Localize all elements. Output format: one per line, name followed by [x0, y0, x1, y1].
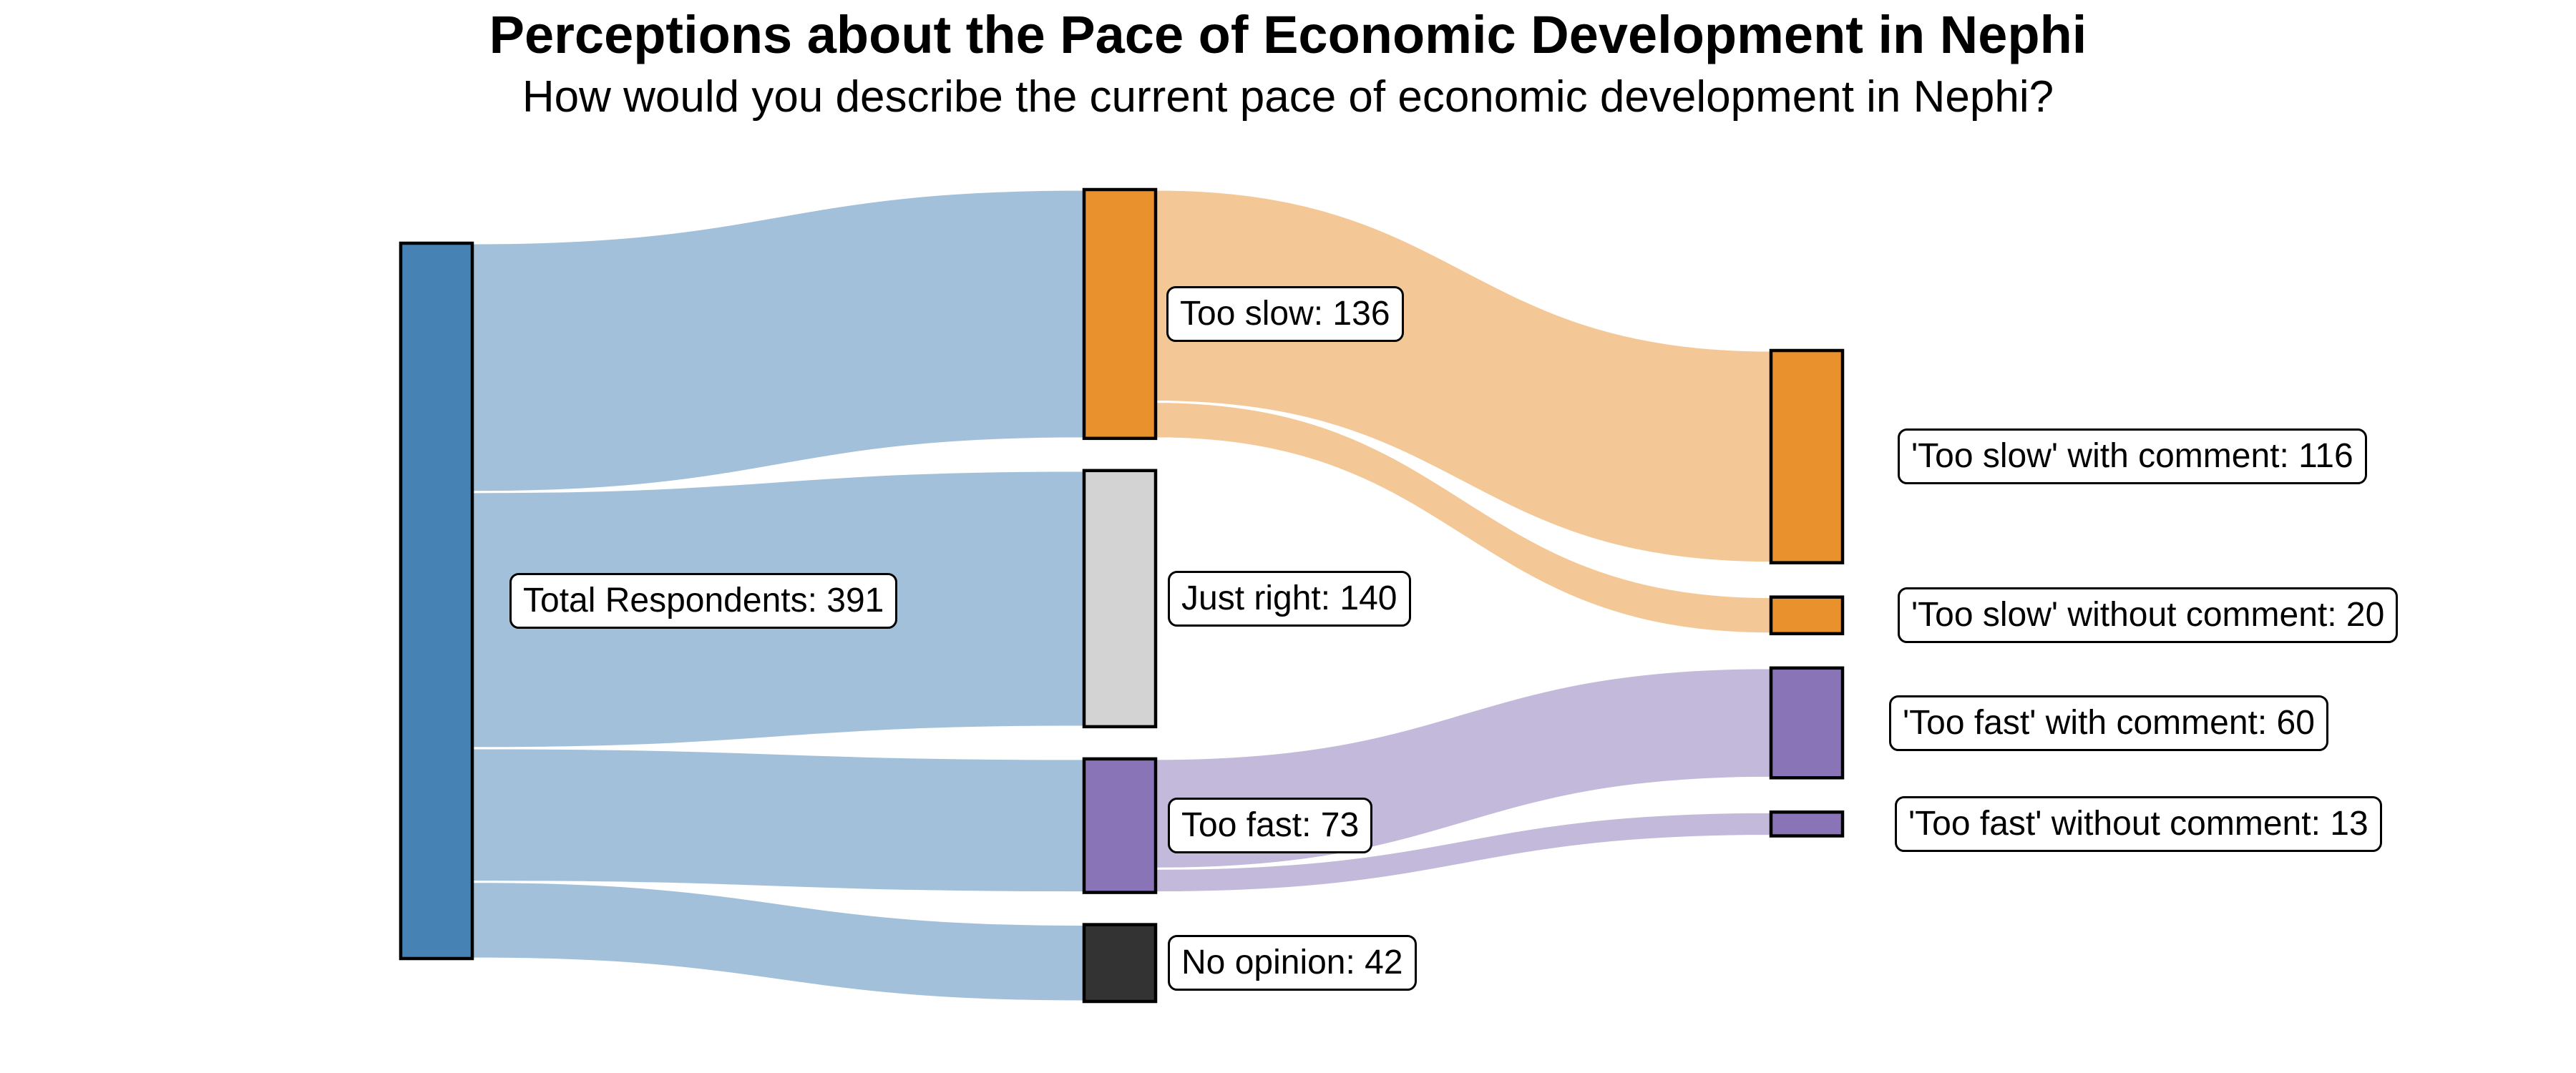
label-too-slow: Too slow: 136 — [1166, 286, 1404, 342]
sankey-node-too_slow — [1082, 187, 1158, 441]
label-too-slow-with-comment: 'Too slow' with comment: 116 — [1898, 428, 2367, 484]
sankey-node-tf_without — [1769, 810, 1845, 838]
sankey-node-ts_with — [1769, 348, 1845, 564]
label-too-fast-without-comment: 'Too fast' without comment: 13 — [1895, 796, 2382, 852]
sankey-node-just_right — [1082, 469, 1158, 729]
sankey-node-tf_with — [1769, 666, 1845, 780]
label-just-right: Just right: 140 — [1168, 571, 1411, 627]
label-too-fast: Too fast: 73 — [1168, 798, 1373, 853]
chart-subtitle: How would you describe the current pace … — [522, 72, 2054, 122]
label-too-fast-with-comment: 'Too fast' with comment: 60 — [1889, 695, 2328, 751]
label-too-slow-without-comment: 'Too slow' without comment: 20 — [1898, 587, 2399, 643]
sankey-node-total — [399, 241, 474, 961]
sankey-node-no_opinion — [1082, 923, 1158, 1004]
sankey-link-total-too_slow — [471, 188, 1085, 494]
sankey-node-too_fast — [1082, 757, 1158, 894]
sankey-link-total-too_fast — [471, 747, 1085, 894]
sankey-node-ts_without — [1769, 595, 1845, 636]
label-total-respondents: Total Respondents: 391 — [509, 573, 898, 629]
sankey-link-total-no_opinion — [471, 881, 1085, 1003]
chart-title: Perceptions about the Pace of Economic D… — [489, 5, 2087, 64]
label-no-opinion: No opinion: 42 — [1168, 935, 1417, 991]
